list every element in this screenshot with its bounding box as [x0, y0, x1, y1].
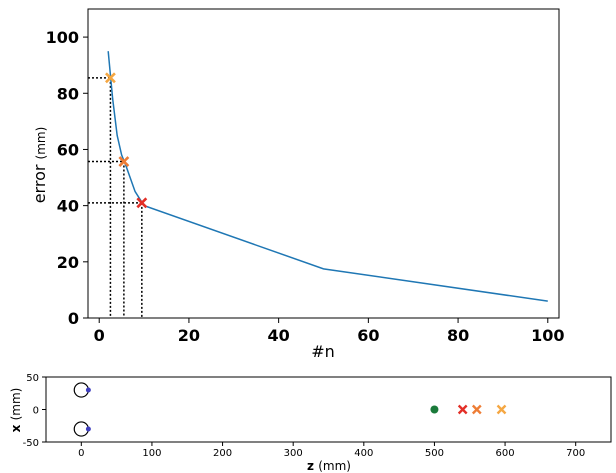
y-ticks: -50 0 50	[23, 373, 46, 449]
x-marker	[496, 404, 507, 415]
x-marker	[457, 404, 468, 415]
y-tick-label: 0	[68, 309, 79, 328]
x-tick-label: 600	[496, 448, 515, 459]
x-axis-label: #n	[311, 342, 335, 361]
x-tick-label: 0	[78, 448, 84, 459]
x-marker-stroke	[496, 404, 507, 415]
x-marker	[136, 197, 148, 209]
x-axis-label: z (mm)	[307, 459, 351, 473]
x-marker-stroke	[457, 404, 468, 415]
y-tick-label: 50	[26, 373, 39, 384]
y-tick-label: 100	[46, 28, 79, 47]
x-ticks: 0 100 200 300 400 500 600 700	[78, 442, 585, 459]
x-tick-label: 20	[178, 326, 200, 345]
x-tick-label: 0	[94, 326, 105, 345]
x-ticks: 0 20 40 60 80 100	[94, 318, 564, 345]
y-tick-label: 40	[57, 197, 79, 216]
x-tick-label: 40	[268, 326, 290, 345]
layout-chart-frame	[45, 376, 612, 443]
y-tick-label: 0	[33, 406, 39, 417]
points	[85, 387, 507, 432]
y-tick-label: 80	[57, 84, 79, 103]
x-tick-label: 700	[566, 448, 585, 459]
x-marker	[105, 72, 116, 84]
markers	[105, 72, 148, 209]
x-tick-label: 300	[284, 448, 303, 459]
y-tick-label: 20	[57, 253, 79, 272]
x-marker-stroke	[118, 156, 130, 167]
series-line	[107, 51, 548, 302]
x-marker	[471, 404, 482, 415]
x-tick-label: 60	[357, 326, 379, 345]
guide-lines	[88, 77, 143, 318]
y-axis-label: x (mm)	[9, 388, 23, 433]
point-dot	[85, 426, 91, 432]
circles	[73, 382, 89, 437]
point-dot	[430, 405, 439, 414]
y-tick-label: -50	[23, 438, 39, 449]
x-tick-label: 80	[447, 326, 469, 345]
x-tick-label: 500	[425, 448, 444, 459]
error-chart: 0 20 40 60 80 100 0 20 40 60 80 100 #n error (mm)	[30, 8, 564, 361]
x-tick-label: 200	[213, 448, 232, 459]
x-marker-stroke	[136, 197, 148, 209]
x-marker	[118, 156, 130, 167]
y-ticks: 0 20 40 60 80 100	[46, 28, 88, 328]
x-marker-stroke	[105, 72, 116, 84]
y-axis-label: error (mm)	[30, 127, 49, 204]
x-tick-label: 100	[142, 448, 161, 459]
x-tick-label: 100	[531, 326, 564, 345]
point-dot	[85, 387, 91, 393]
layout-chart: 0 100 200 300 400 500 600 700 -50 0 50 z (mm) x (…	[9, 373, 612, 473]
error-chart-frame	[87, 8, 560, 319]
x-tick-label: 400	[354, 448, 373, 459]
y-tick-label: 60	[57, 140, 79, 159]
x-marker-stroke	[471, 404, 482, 415]
